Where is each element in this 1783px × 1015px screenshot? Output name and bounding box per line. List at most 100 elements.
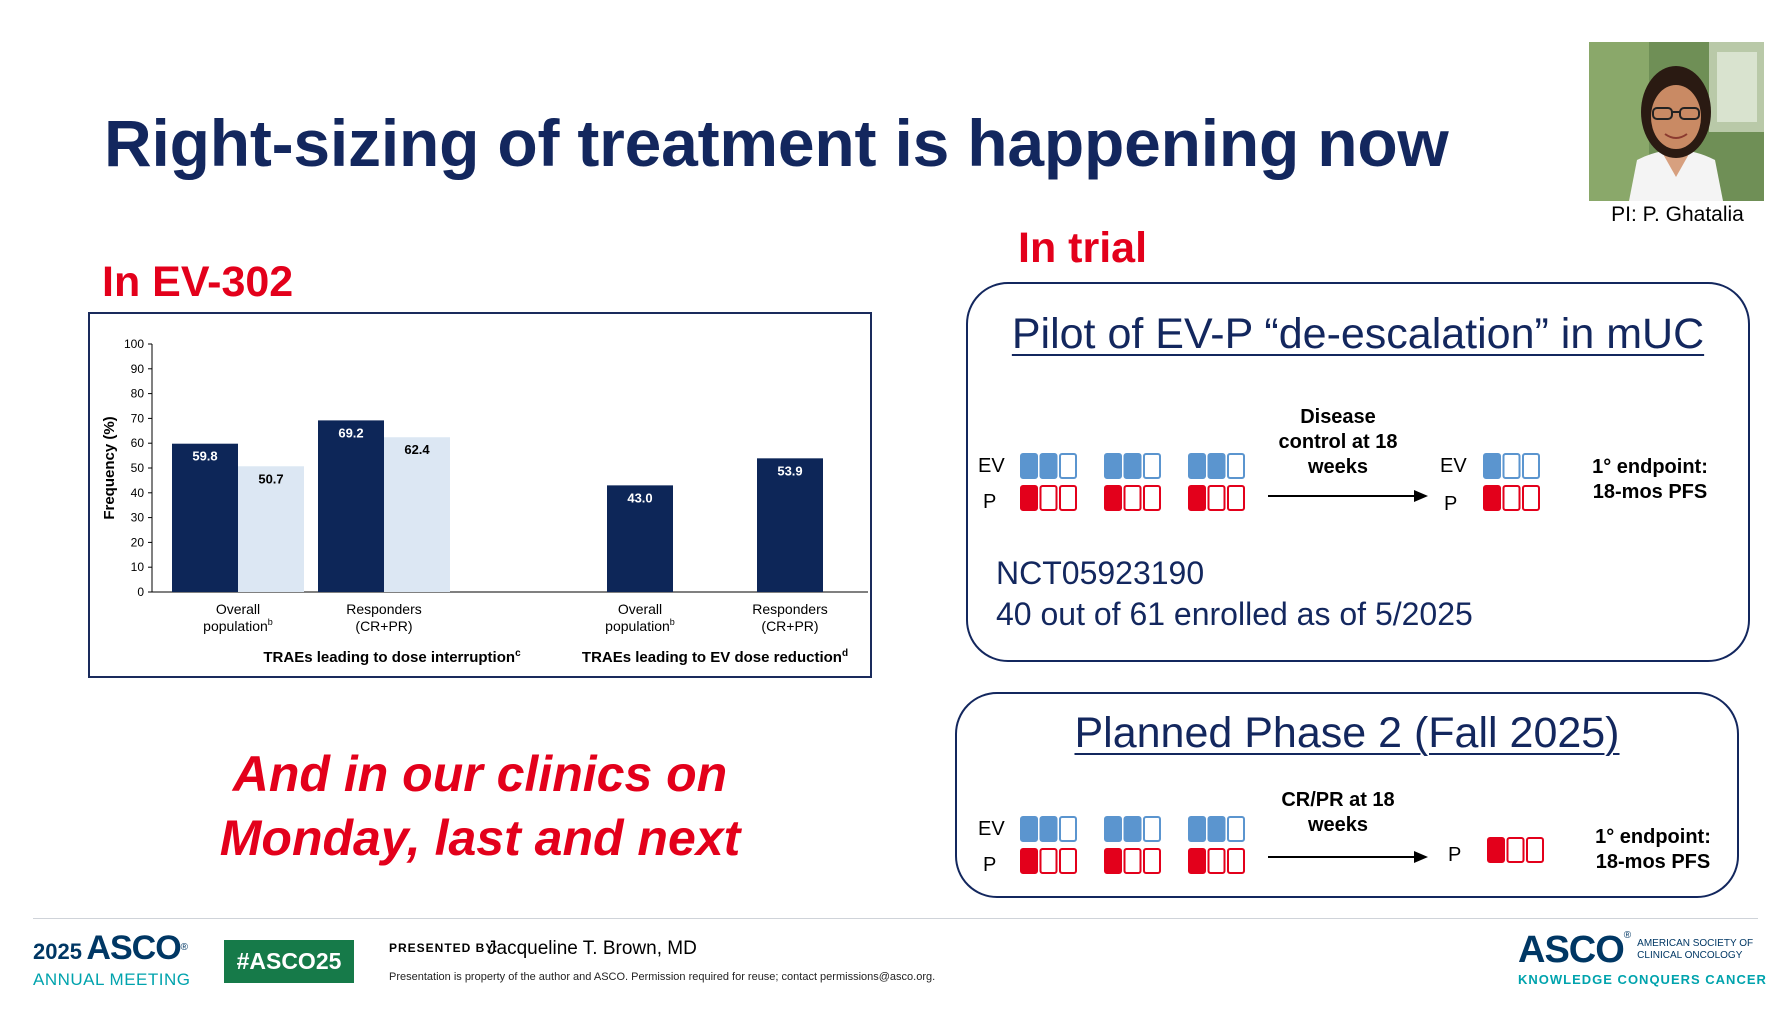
pilot-ev-label-after: EV xyxy=(1440,455,1467,477)
chart-bar xyxy=(318,420,384,592)
p-dose-icon xyxy=(1059,485,1077,511)
ev-dose-icon xyxy=(1502,453,1521,479)
org-name-line2: CLINICAL ONCOLOGY xyxy=(1637,950,1743,961)
ev-dose-icon xyxy=(1104,453,1122,479)
p-dose-icon xyxy=(1143,848,1161,874)
p-dose-icon xyxy=(1207,485,1226,511)
bar-value-label: 43.0 xyxy=(627,490,652,505)
y-tick-label: 100 xyxy=(124,337,144,351)
y-axis-title: Frequency (%) xyxy=(101,416,118,519)
p-dose-icon xyxy=(1020,485,1038,511)
pilot-title: Pilot of EV-P “de-escalation” in mUC xyxy=(1011,310,1705,358)
phase2-p-label-after: P xyxy=(1448,844,1462,866)
pilot-arrow-caption-line3: weeks xyxy=(1307,456,1369,478)
p-dose-icon xyxy=(1502,485,1521,511)
category-label-line1: Responders xyxy=(346,601,422,617)
phase2-arrow-caption: CR/PR at 18 weeks xyxy=(1258,788,1418,838)
org-name-line1: AMERICAN SOCIETY OF xyxy=(1637,938,1754,949)
ev302-label: In EV-302 xyxy=(102,258,294,306)
pilot-arrow-caption-line2: control at 18 xyxy=(1278,431,1398,453)
property-notice: Presentation is property of the author a… xyxy=(389,971,936,983)
ev-dose-icon xyxy=(1039,816,1058,842)
y-tick-label: 80 xyxy=(131,387,145,401)
y-tick-label: 20 xyxy=(131,535,145,549)
pilot-endpoint: 1° endpoint: 18-mos PFS xyxy=(1575,455,1725,505)
p-dose-icon xyxy=(1104,485,1122,511)
ev-dose-icon xyxy=(1207,453,1226,479)
ev-dose-icon xyxy=(1207,816,1226,842)
category-label-line1: Responders xyxy=(752,601,828,617)
pilot-trial-box xyxy=(966,282,1750,662)
p-dose-icon xyxy=(1123,485,1142,511)
meeting-name: ANNUAL MEETING xyxy=(33,970,191,989)
ev-dose-icon xyxy=(1059,453,1077,479)
group-label: TRAEs leading to dose interruptionc xyxy=(263,648,521,666)
category-label-line2: populationb xyxy=(605,617,675,634)
pilot-enrollment: 40 out of 61 enrolled as of 5/2025 xyxy=(996,596,1473,632)
y-tick-label: 60 xyxy=(131,436,145,450)
asco-annual-meeting-logo: 2025 ASCO® ANNUAL MEETING xyxy=(33,929,191,989)
pilot-ev-label: EV xyxy=(978,455,1005,477)
pilot-arrow-caption-line1: Disease xyxy=(1300,406,1376,428)
y-tick-label: 50 xyxy=(131,461,145,475)
category-label-line2: populationb xyxy=(203,617,273,634)
pilot-p-label: P xyxy=(983,491,997,513)
phase2-box xyxy=(955,692,1739,898)
ev-dose-icon xyxy=(1188,816,1206,842)
phase2-dose-after xyxy=(1484,836,1564,871)
phase2-endpoint: 1° endpoint: 18-mos PFS xyxy=(1578,825,1728,875)
p-dose-icon xyxy=(1483,485,1501,511)
bar-value-label: 50.7 xyxy=(258,471,283,486)
ev-dose-icon xyxy=(1188,453,1206,479)
phase2-title: Planned Phase 2 (Fall 2025) xyxy=(1074,709,1620,757)
pi-photo xyxy=(1589,42,1764,201)
footer-divider xyxy=(33,918,1758,919)
chart-bar xyxy=(384,437,450,592)
presented-by-label: PRESENTED BY: xyxy=(389,941,499,955)
category-label-line2: (CR+PR) xyxy=(761,618,818,634)
p-dose-icon xyxy=(1188,848,1206,874)
y-tick-label: 90 xyxy=(131,362,145,376)
y-tick-label: 30 xyxy=(131,511,145,525)
p-dose-icon xyxy=(1104,848,1122,874)
phase2-arrow-icon xyxy=(1268,851,1428,863)
p-dose-icon xyxy=(1039,485,1058,511)
chart-bar xyxy=(607,485,673,592)
pilot-dose-after xyxy=(1480,452,1560,517)
meeting-brand: ASCO xyxy=(86,929,181,967)
pilot-arrow-icon xyxy=(1268,490,1428,502)
in-trial-label: In trial xyxy=(1018,224,1148,272)
ev-dose-icon xyxy=(1123,816,1142,842)
p-dose-icon xyxy=(1227,848,1245,874)
phase2-arrow-caption-line2: weeks xyxy=(1307,814,1369,836)
presenter-name: Jacqueline T. Brown, MD xyxy=(487,938,697,959)
pilot-registry: NCT05923190 40 out of 61 enrolled as of … xyxy=(996,553,1473,635)
ev-dose-icon xyxy=(1483,453,1501,479)
p-dose-icon xyxy=(1506,837,1525,863)
phase2-ev-label: EV xyxy=(978,818,1005,840)
pilot-endpoint-line2: 18-mos PFS xyxy=(1592,481,1708,503)
p-dose-icon xyxy=(1059,848,1077,874)
phase2-endpoint-line1: 1° endpoint: xyxy=(1595,826,1711,848)
category-label-line1: Overall xyxy=(216,601,260,617)
p-dose-icon xyxy=(1039,848,1058,874)
ev-dose-icon xyxy=(1123,453,1142,479)
phase2-endpoint-line2: 18-mos PFS xyxy=(1595,851,1711,873)
p-dose-icon xyxy=(1487,837,1505,863)
pilot-endpoint-line1: 1° endpoint: xyxy=(1592,456,1708,478)
p-dose-icon xyxy=(1188,485,1206,511)
bar-value-label: 62.4 xyxy=(404,442,430,457)
pilot-arrow-caption: Disease control at 18 weeks xyxy=(1258,405,1418,480)
chart-bar xyxy=(238,466,304,592)
ev-dose-icon xyxy=(1104,816,1122,842)
closing-statement: And in our clinics on Monday, last and n… xyxy=(120,742,840,870)
hashtag-badge: #ASCO25 xyxy=(224,940,354,983)
chart-bar xyxy=(172,443,238,592)
bar-value-label: 59.8 xyxy=(192,449,217,464)
pilot-nct-number: NCT05923190 xyxy=(996,555,1205,591)
meeting-year: 2025 xyxy=(33,939,82,964)
p-dose-icon xyxy=(1207,848,1226,874)
category-label-line1: Overall xyxy=(618,601,662,617)
p-dose-icon xyxy=(1143,485,1161,511)
bar-value-label: 53.9 xyxy=(777,463,802,478)
